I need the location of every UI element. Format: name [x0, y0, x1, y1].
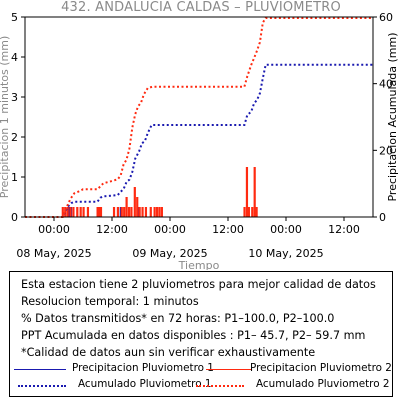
precip-bar-s1-11	[99, 207, 103, 217]
precip-bar-s1-27	[158, 207, 161, 217]
y-tick-label-2: 2	[11, 131, 18, 144]
precip-bar-s1-24	[149, 207, 152, 217]
precip-bar-s1-12	[112, 207, 116, 217]
bars-layer	[61, 167, 258, 217]
legend-label-acc-p1: Acumulado Pluviometro 1	[78, 378, 212, 390]
precip-bar-s1-6	[79, 207, 82, 217]
info-line-stations: Esta estacion tiene 2 pluviometros para …	[21, 278, 376, 291]
info-line-transmitted: % Datos transmitidos* en 72 horas: P1–10…	[21, 312, 335, 325]
precip-bar-s1-15	[123, 207, 126, 217]
legend-label-acc-p2: Acumulado Pluviometro 2	[256, 378, 390, 390]
precip-bar-s1-7	[82, 207, 85, 217]
date-label-1: 09 May, 2025	[132, 247, 207, 260]
precip-bar-s1-33	[253, 167, 256, 217]
cumulative-lines-layer	[25, 17, 373, 218]
x-tick-label-2: 00:00	[154, 223, 186, 236]
legend-label-p2: Precipitacion Pluviometro 2	[250, 362, 392, 374]
y-tick-label-1: 1	[11, 171, 18, 184]
precip-bar-s1-22	[141, 207, 144, 217]
y-tick-label-5: 5	[11, 11, 18, 24]
precip-bar-s1-29	[243, 207, 246, 217]
precip-bar-s1-28	[160, 207, 163, 217]
precip-bar-s1-3	[69, 207, 72, 217]
chart-title: 432. ANDALUCIA CALDAS – PLUVIOMETRO	[61, 0, 341, 15]
precip-bar-s1-9	[96, 207, 99, 217]
precip-bar-s1-1	[64, 207, 67, 217]
legend-swatch-p1	[14, 369, 66, 370]
legend-swatch-p2	[206, 369, 252, 370]
precip-bar-s1-0	[61, 207, 64, 217]
info-line-accumulated: PPT Acumulada en datos disponibles : P1–…	[21, 329, 366, 342]
plot-frame	[24, 16, 374, 218]
cumulative-line-s3	[25, 17, 373, 218]
y-tick-label-4: 4	[11, 51, 18, 64]
precip-bar-s1-23	[144, 207, 148, 217]
legend-swatch-acc-p1	[18, 385, 66, 387]
precip-bar-s1-2	[66, 207, 69, 217]
x-tick-label-5: 12:00	[328, 223, 360, 236]
info-line-resolution: Resolucion temporal: 1 minutos	[21, 295, 199, 308]
precipitation-chart: 0 1 2 3 4 5 0 20 40 60 00:00 12:00 00:00 12:00 00:00 12…	[0, 11, 399, 270]
precip-bar-s1-18	[130, 207, 133, 217]
precip-bar-s1-13	[116, 207, 119, 217]
y2-tick-label-0: 0	[379, 211, 386, 224]
axes-layer: 0 1 2 3 4 5 0 20 40 60 00:00 12:00 00:00 12:00 00:00 12…	[11, 11, 393, 260]
x-tick-label-4: 00:00	[270, 223, 302, 236]
y2-axis-label: Precipitacion Acumulada (mm)	[386, 32, 399, 201]
x-tick-label-1: 12:00	[96, 223, 128, 236]
x-axis-label: Tiempo	[178, 259, 220, 270]
precip-bar-s1-20	[136, 197, 139, 217]
y-axis-label: Precipitacion 1 minutos (mm)	[0, 36, 11, 198]
precip-bar-s1-17	[127, 207, 131, 217]
legend-swatch-acc-p2	[196, 385, 244, 387]
date-label-2: 10 May, 2025	[248, 247, 323, 260]
precip-bar-s1-21	[138, 207, 141, 217]
precip-bar-s1-25	[153, 207, 156, 217]
precip-bar-s1-30	[245, 167, 249, 217]
precip-bar-s1-10	[98, 207, 101, 217]
info-box: Esta estacion tiene 2 pluviometros para …	[9, 271, 393, 397]
y2-tick-label-2: 40	[379, 78, 393, 91]
precip-bar-s1-8	[86, 207, 90, 217]
x-tick-label-0: 00:00	[38, 223, 70, 236]
y-tick-label-3: 3	[11, 91, 18, 104]
info-line-quality-note: *Calidad de datos aun sin verificar exha…	[21, 346, 316, 359]
precip-bar-s1-31	[247, 207, 250, 217]
y2-tick-label-3: 60	[379, 11, 393, 24]
y2-tick-label-1: 20	[379, 144, 393, 157]
precip-bar-s1-26	[155, 207, 159, 217]
precip-bar-s1-34	[255, 207, 258, 217]
date-label-0: 08 May, 2025	[16, 247, 91, 260]
precip-bar-s1-5	[76, 207, 79, 217]
precip-bar-s1-4	[72, 207, 75, 217]
precip-bar-s1-19	[133, 187, 136, 217]
precip-bar-s1-14	[120, 207, 123, 217]
y-tick-label-0: 0	[11, 211, 18, 224]
precip-bar-s1-16	[125, 197, 128, 217]
precip-bar-s1-32	[251, 207, 254, 217]
cumulative-line-s2	[25, 63, 373, 218]
legend-label-p1: Precipitacion Pluviometro 1	[72, 362, 214, 374]
x-tick-label-3: 12:00	[212, 223, 244, 236]
